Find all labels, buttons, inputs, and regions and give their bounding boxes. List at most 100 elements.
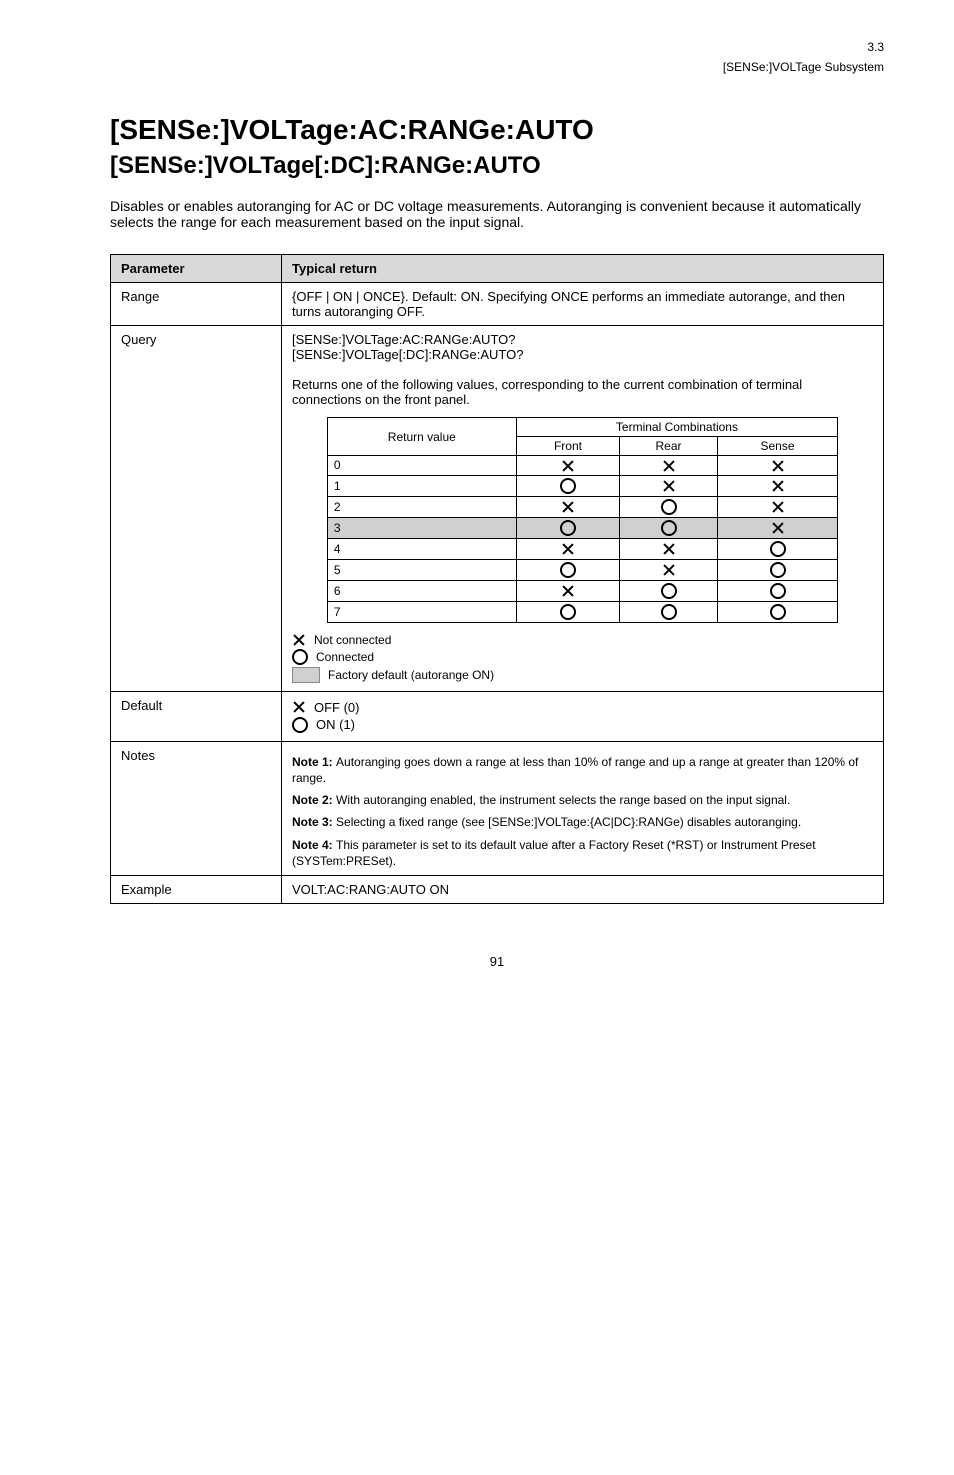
combo-rowlabel-header: Return value: [327, 418, 516, 456]
spec-row-default: Default OFF (0) ON (1): [111, 691, 884, 741]
combo-cell-o: [717, 538, 837, 559]
note-title: Note 2:: [292, 793, 336, 807]
combo-cell-o: [516, 475, 619, 496]
header-section-number: 3.3: [110, 40, 884, 54]
combo-cell-x: [717, 517, 837, 538]
combo-cell-o: [717, 580, 837, 601]
combo-col-1: Rear: [620, 437, 718, 456]
spec-row-range-label: Range: [111, 283, 282, 326]
x-icon: [771, 479, 785, 493]
combo-cell-x: [516, 456, 619, 476]
combo-cell-o: [516, 517, 619, 538]
spec-row-example-label: Example: [111, 875, 282, 903]
note-body: Selecting a fixed range (see [SENSe:]VOL…: [336, 815, 801, 829]
legend-o-row: Connected: [292, 649, 873, 665]
combo-cell-x: [516, 580, 619, 601]
spec-row-notes-label: Notes: [111, 741, 282, 875]
x-icon: [561, 542, 575, 556]
combo-row-value: 5: [327, 559, 516, 580]
combo-row-value: 0: [327, 456, 516, 476]
combo-cell-o: [620, 496, 718, 517]
combo-cell-o: [717, 559, 837, 580]
spec-row-default-label: Default: [111, 691, 282, 741]
note-body: Autoranging goes down a range at less th…: [292, 755, 858, 785]
combo-cell-o: [516, 601, 619, 622]
x-icon: [292, 633, 306, 647]
spec-header-right: Typical return: [282, 255, 884, 283]
combo-data-row: 7: [327, 601, 837, 622]
combo-data-row: 0: [327, 456, 837, 476]
spec-row-notes-content: Note 1: Autoranging goes down a range at…: [282, 741, 884, 875]
spec-row-query: Query [SENSe:]VOLTage:AC:RANGe:AUTO? [SE…: [111, 326, 884, 692]
combo-cell-x: [620, 538, 718, 559]
spec-row-range-content: {OFF | ON | ONCE}. Default: ON. Specifyi…: [282, 283, 884, 326]
combo-col-0: Front: [516, 437, 619, 456]
query-intro-text: [SENSe:]VOLTage:AC:RANGe:AUTO? [SENSe:]V…: [292, 332, 873, 407]
note-title: Note 3:: [292, 815, 336, 829]
x-icon: [771, 500, 785, 514]
default-x-text: OFF (0): [314, 700, 360, 715]
x-icon: [292, 700, 306, 714]
spec-row-range: Range {OFF | ON | ONCE}. Default: ON. Sp…: [111, 283, 884, 326]
circle-icon: [560, 604, 576, 620]
combo-row-value: 7: [327, 601, 516, 622]
combo-cell-x: [620, 475, 718, 496]
default-o-text: ON (1): [316, 717, 355, 732]
circle-icon: [661, 583, 677, 599]
combo-data-row: 1: [327, 475, 837, 496]
combo-cell-x: [620, 559, 718, 580]
combo-data-row: 2: [327, 496, 837, 517]
x-icon: [771, 521, 785, 535]
note-title: Note 4:: [292, 838, 336, 852]
command-title: [SENSe:]VOLTage:AC:RANGe:AUTO: [110, 114, 884, 146]
spec-table: Parameter Typical return Range {OFF | ON…: [110, 254, 884, 904]
combo-cell-x: [717, 456, 837, 476]
x-icon: [662, 479, 676, 493]
combo-legend: Not connected Connected Factory default …: [292, 633, 873, 683]
note-item: Note 1: Autoranging goes down a range at…: [292, 754, 873, 786]
footer-page-number: 91: [110, 954, 884, 969]
combo-cell-o: [620, 517, 718, 538]
note-item: Note 2: With autoranging enabled, the in…: [292, 792, 873, 808]
combo-data-row: 3: [327, 517, 837, 538]
note-item: Note 3: Selecting a fixed range (see [SE…: [292, 814, 873, 830]
spec-row-query-content: [SENSe:]VOLTage:AC:RANGe:AUTO? [SENSe:]V…: [282, 326, 884, 692]
legend-o-text: Connected: [316, 650, 374, 664]
circle-icon: [770, 583, 786, 599]
combo-header-group-row: Return value Terminal Combinations: [327, 418, 837, 437]
x-icon: [771, 459, 785, 473]
combo-row-value: 3: [327, 517, 516, 538]
circle-icon: [560, 520, 576, 536]
combo-row-value: 2: [327, 496, 516, 517]
spec-header-row: Parameter Typical return: [111, 255, 884, 283]
combo-col-2: Sense: [717, 437, 837, 456]
circle-icon: [661, 520, 677, 536]
circle-icon: [560, 478, 576, 494]
combo-data-row: 4: [327, 538, 837, 559]
x-icon: [662, 459, 676, 473]
x-icon: [662, 563, 676, 577]
note-body: With autoranging enabled, the instrument…: [336, 793, 790, 807]
combo-row-value: 4: [327, 538, 516, 559]
command-subtitle: [SENSe:]VOLTage[:DC]:RANGe:AUTO: [110, 152, 884, 180]
circle-icon: [292, 717, 308, 733]
note-body: This parameter is set to its default val…: [292, 838, 816, 868]
header-section-title: [SENSe:]VOLTage Subsystem: [110, 60, 884, 74]
circle-icon: [770, 541, 786, 557]
combo-cell-x: [717, 496, 837, 517]
x-icon: [561, 500, 575, 514]
legend-x-row: Not connected: [292, 633, 873, 647]
x-icon: [561, 584, 575, 598]
circle-icon: [560, 562, 576, 578]
spec-row-example-content: VOLT:AC:RANG:AUTO ON: [282, 875, 884, 903]
combo-cell-o: [620, 601, 718, 622]
default-x-row: OFF (0): [292, 700, 873, 715]
combo-data-row: 5: [327, 559, 837, 580]
combo-row-value: 6: [327, 580, 516, 601]
combo-row-value: 1: [327, 475, 516, 496]
note-item: Note 4: This parameter is set to its def…: [292, 837, 873, 869]
circle-icon: [770, 562, 786, 578]
circle-icon: [661, 604, 677, 620]
combo-table: Return value Terminal Combinations Front…: [327, 417, 838, 623]
spec-header-left: Parameter: [111, 255, 282, 283]
